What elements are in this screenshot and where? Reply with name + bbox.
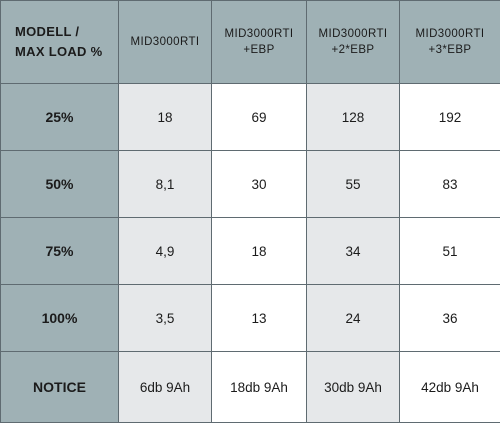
column-header-line: MID3000RTI	[307, 26, 399, 42]
table-cell: 30db 9Ah	[307, 352, 400, 423]
table-cell: 69	[212, 84, 307, 151]
table-cell: 128	[307, 84, 400, 151]
table-row: 75% 4,9 18 34 51	[1, 218, 500, 285]
table-cell: 18db 9Ah	[212, 352, 307, 423]
row-header: 25%	[1, 84, 119, 151]
table-cell: 3,5	[119, 285, 212, 352]
column-header-line: +3*EBP	[400, 42, 500, 58]
column-header-mid3000rti-ebp: MID3000RTI +EBP	[212, 1, 307, 84]
table-cell: 4,9	[119, 218, 212, 285]
row-header: 50%	[1, 151, 119, 218]
table-cell: 192	[400, 84, 500, 151]
column-header-line: +2*EBP	[307, 42, 399, 58]
table-cell: 36	[400, 285, 500, 352]
column-header-mid3000rti: MID3000RTI	[119, 1, 212, 84]
table-cell: 18	[119, 84, 212, 151]
table-row: 100% 3,5 13 24 36	[1, 285, 500, 352]
column-header-line: +EBP	[212, 42, 306, 58]
table-cell: 13	[212, 285, 307, 352]
column-header-line: MID3000RTI	[119, 34, 211, 50]
table-row: 50% 8,1 30 55 83	[1, 151, 500, 218]
table-cell: 8,1	[119, 151, 212, 218]
table-cell: 18	[212, 218, 307, 285]
row-header: 100%	[1, 285, 119, 352]
table-cell: 30	[212, 151, 307, 218]
corner-header-line: MODELL /	[15, 24, 79, 39]
column-header-line: MID3000RTI	[212, 26, 306, 42]
table-cell: 42db 9Ah	[400, 352, 500, 423]
column-header-line: MID3000RTI	[400, 26, 500, 42]
table-cell: 34	[307, 218, 400, 285]
header-row: MODELL / MAX LOAD % MID3000RTI MID3000RT…	[1, 1, 500, 84]
table-cell: 6db 9Ah	[119, 352, 212, 423]
table-cell: 24	[307, 285, 400, 352]
table-cell: 55	[307, 151, 400, 218]
table-cell: 51	[400, 218, 500, 285]
column-header-mid3000rti-3ebp: MID3000RTI +3*EBP	[400, 1, 500, 84]
row-header: NOTICE	[1, 352, 119, 423]
table-cell: 83	[400, 151, 500, 218]
corner-header-line: MAX LOAD %	[15, 44, 103, 59]
row-header: 75%	[1, 218, 119, 285]
table-row: 25% 18 69 128 192	[1, 84, 500, 151]
corner-header: MODELL / MAX LOAD %	[1, 1, 119, 84]
table-row-notice: NOTICE 6db 9Ah 18db 9Ah 30db 9Ah 42db 9A…	[1, 352, 500, 423]
column-header-mid3000rti-2ebp: MID3000RTI +2*EBP	[307, 1, 400, 84]
